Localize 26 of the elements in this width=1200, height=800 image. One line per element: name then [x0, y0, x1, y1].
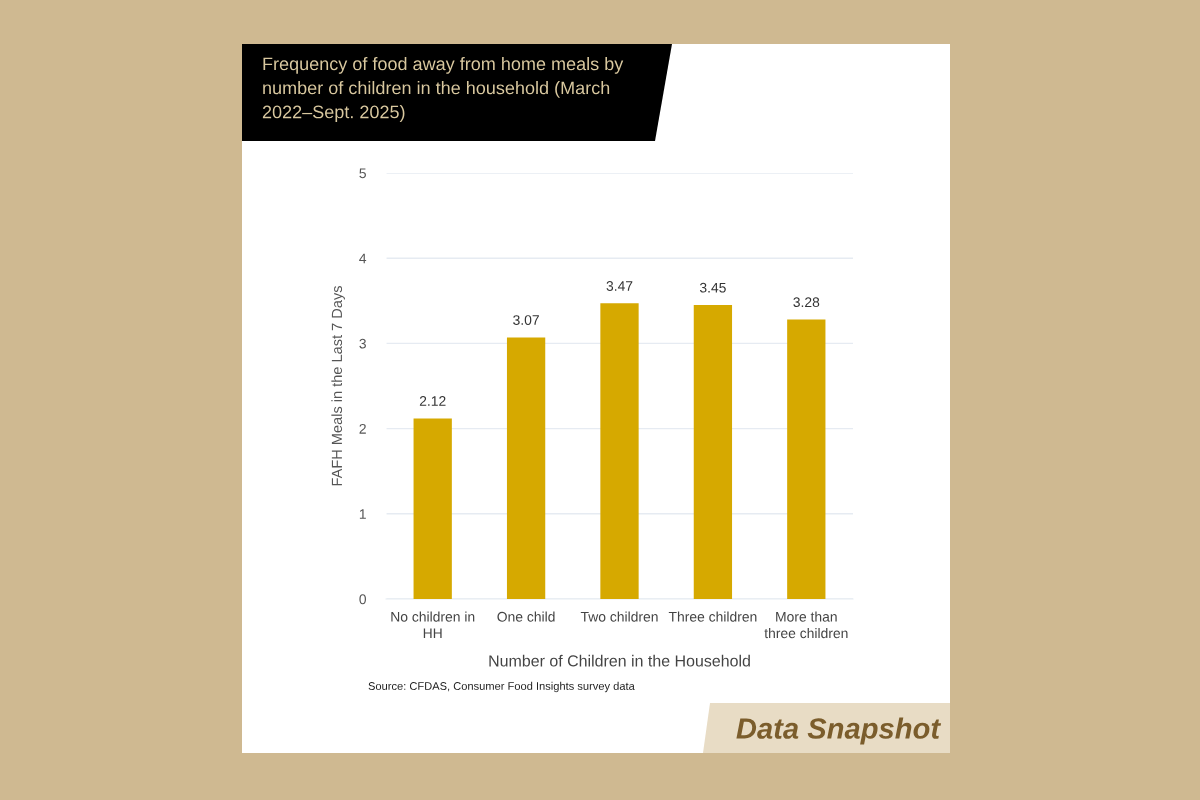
bar: [413, 418, 452, 599]
data-label: 2.12: [419, 396, 446, 406]
x-tick-label: Three children: [668, 611, 757, 622]
bar: [506, 337, 546, 599]
data-label: 3.45: [699, 282, 726, 293]
data-label: 3.28: [793, 297, 820, 308]
data-label: 3.47: [606, 281, 633, 291]
bar: [787, 319, 826, 599]
y-tick-label: 4: [359, 253, 367, 264]
y-tick-label: 5: [359, 168, 366, 179]
bar: [600, 303, 639, 599]
y-axis-title: FAFH Meals in the Last 7 Days: [331, 286, 345, 486]
y-tick-label: 0: [359, 594, 367, 605]
chart-title: Frequency of food away from home meals by number of children in the household (March 2022–Sept. 2025): [262, 57, 624, 122]
bar: [693, 305, 733, 599]
x-axis-title: Number of Children in the Household: [489, 654, 750, 667]
x-tick-label: More than three children: [764, 611, 848, 639]
x-tick-label: Two children: [580, 611, 658, 622]
y-tick-label: 1: [359, 509, 366, 519]
source-note: Source: CFDAS, Consumer Food Insights survey data: [368, 681, 635, 693]
y-tick-label: 3: [359, 338, 366, 349]
x-tick-label: One child: [497, 611, 555, 622]
y-tick-label: 2: [359, 423, 366, 434]
text: Data Snapshot: [736, 717, 942, 745]
x-tick-label: No children in HH: [391, 611, 475, 639]
data-label: 3.07: [513, 315, 539, 325]
